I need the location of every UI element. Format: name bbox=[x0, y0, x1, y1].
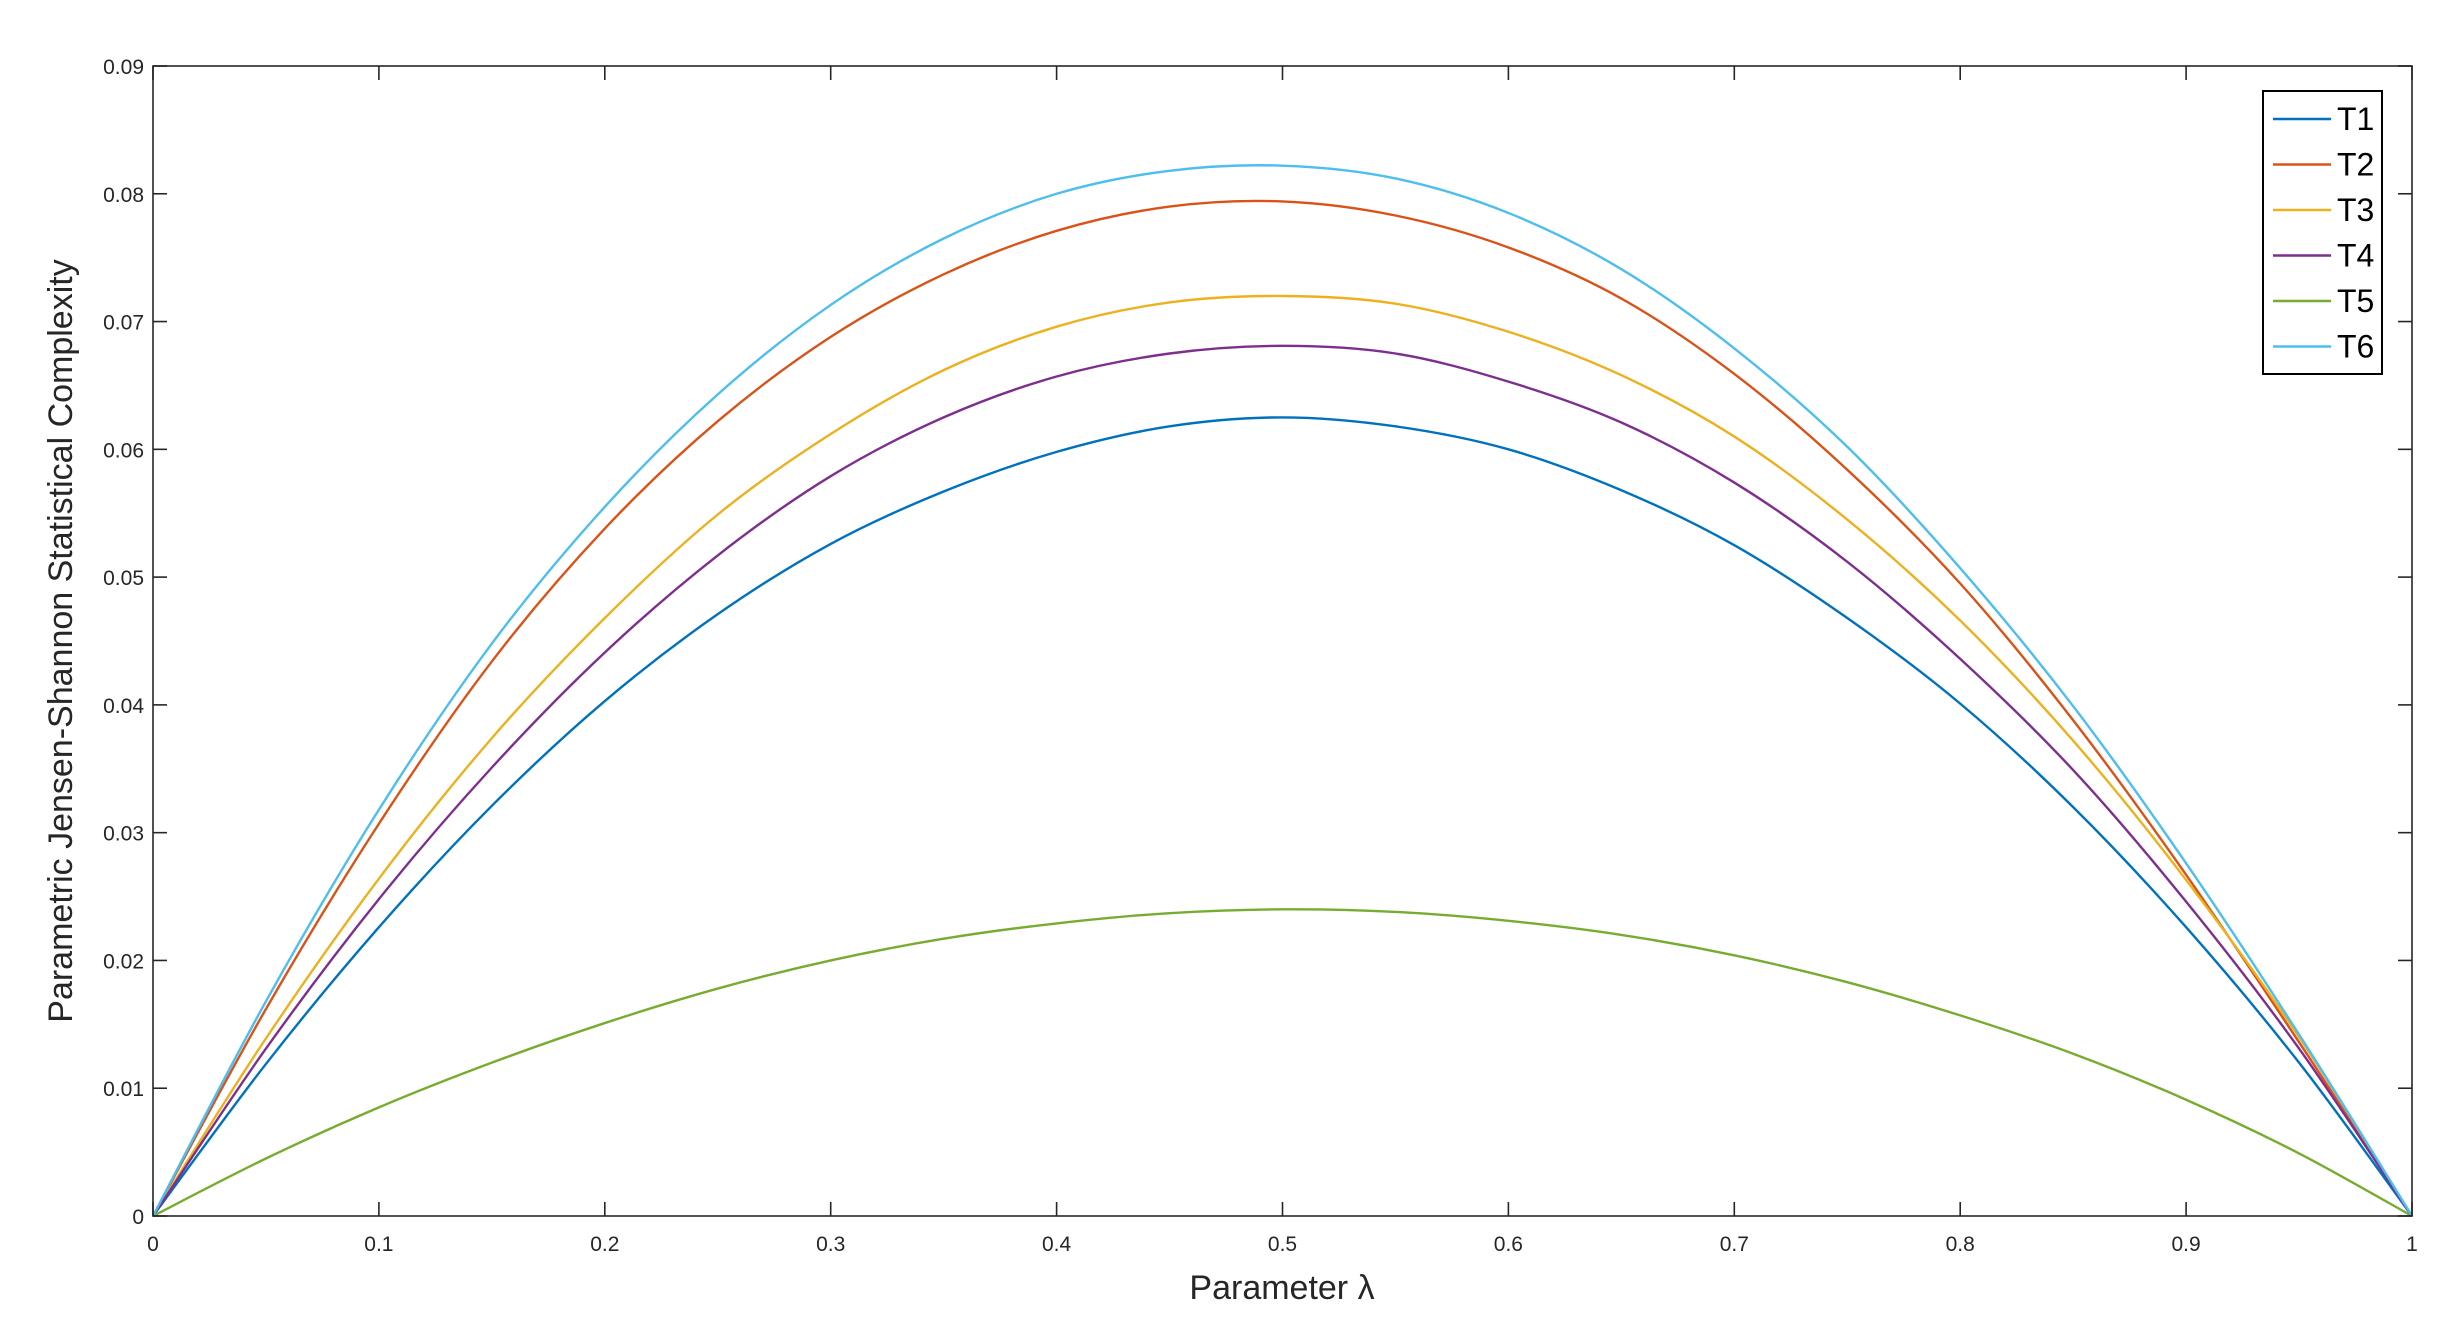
x-tick-label: 0 bbox=[147, 1233, 159, 1256]
x-tick-label: 0.5 bbox=[1268, 1233, 1297, 1256]
x-tick-label: 0.9 bbox=[2171, 1233, 2200, 1256]
legend-label-t6: T6 bbox=[2337, 329, 2374, 365]
y-tick-label: 0.03 bbox=[103, 823, 144, 846]
x-tick-label: 1 bbox=[2406, 1233, 2418, 1256]
series-line-t4 bbox=[152, 344, 2413, 1217]
x-tick-label: 0.7 bbox=[1720, 1233, 1749, 1256]
y-tick-label: 0.02 bbox=[103, 950, 144, 973]
tick-layer: 0 0.1 0.2 0.3 0.4 0.5 0.6 0.7 0.8 0.9 1 0 0.01 0.02 0.… bbox=[103, 56, 2418, 1256]
y-tick-label: 0 bbox=[132, 1206, 144, 1229]
x-tick-label: 0.8 bbox=[1946, 1233, 1975, 1256]
series-line-t3 bbox=[151, 294, 2414, 1217]
x-tick-label: 0.3 bbox=[816, 1233, 845, 1256]
y-axis-title: Parametric Jensen-Shannon Statistical Co… bbox=[42, 259, 80, 1022]
series-line-t1 bbox=[152, 416, 2413, 1217]
x-tick-label: 0.6 bbox=[1494, 1233, 1523, 1256]
x-axis-title: Parameter λ bbox=[1189, 1269, 1374, 1307]
legend-box bbox=[2262, 90, 2383, 375]
legend-label-t3: T3 bbox=[2337, 192, 2374, 228]
legend: T1 T2 T3 T4 T5 T6 bbox=[2262, 90, 2383, 375]
y-tick-label: 0.01 bbox=[103, 1078, 144, 1101]
series-line-t6 bbox=[151, 164, 2414, 1217]
legend-label-t4: T4 bbox=[2337, 238, 2374, 274]
legend-label-t5: T5 bbox=[2337, 283, 2374, 319]
x-tick-label: 0.4 bbox=[1042, 1233, 1072, 1256]
y-tick-label: 0.06 bbox=[103, 439, 144, 462]
legend-label-t1: T1 bbox=[2337, 101, 2374, 137]
legend-label-t2: T2 bbox=[2337, 147, 2374, 183]
y-tick-label: 0.07 bbox=[103, 312, 144, 335]
x-tick-label: 0.2 bbox=[590, 1233, 619, 1256]
series-line-t5 bbox=[152, 908, 2413, 1218]
y-tick-label: 0.05 bbox=[103, 567, 144, 590]
plot-area bbox=[153, 66, 2412, 1216]
series-line-t2 bbox=[151, 199, 2414, 1217]
y-tick-label: 0.08 bbox=[103, 184, 144, 207]
y-tick-label: 0.09 bbox=[103, 56, 144, 79]
series-layer bbox=[151, 164, 2414, 1218]
x-tick-label: 0.1 bbox=[364, 1233, 393, 1256]
legend-items: T1 T2 T3 T4 T5 T6 bbox=[2273, 101, 2374, 365]
y-tick-label: 0.04 bbox=[103, 695, 144, 718]
